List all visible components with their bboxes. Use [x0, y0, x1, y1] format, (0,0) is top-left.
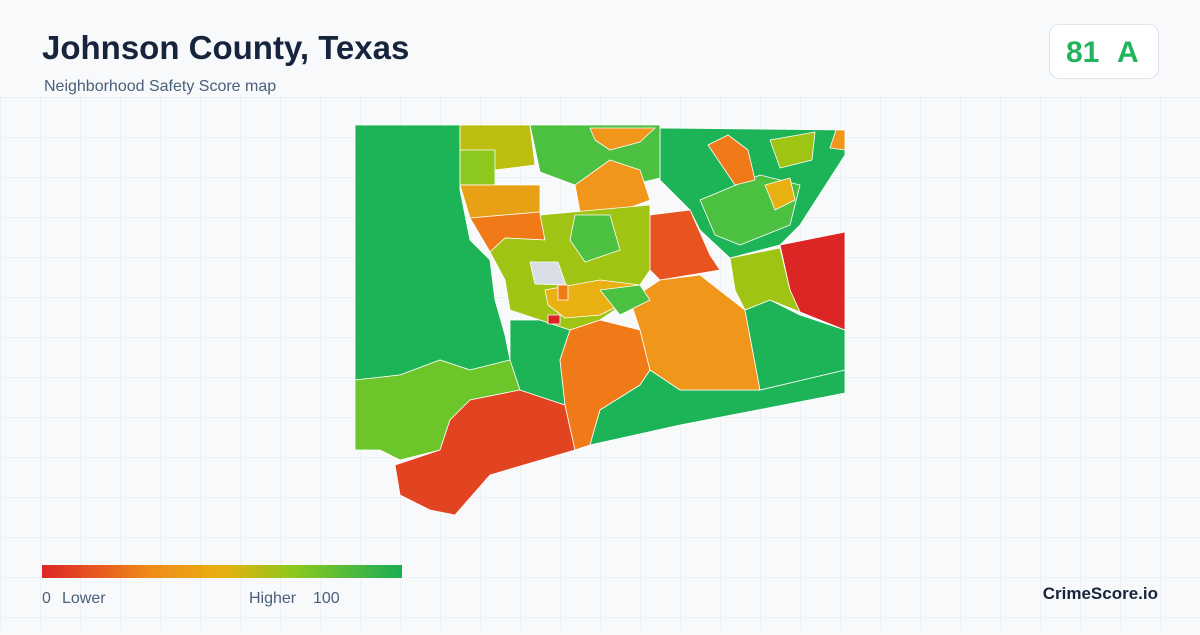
region: [569, 214, 621, 263]
region: [557, 284, 569, 301]
region: [829, 129, 846, 151]
legend-min: 0: [42, 590, 51, 607]
title: Johnson County, Texas: [42, 29, 409, 66]
region: [764, 177, 796, 211]
region: [707, 134, 756, 186]
region: [394, 389, 576, 516]
region: [769, 131, 816, 169]
brand: CrimeScore.io: [1043, 584, 1158, 603]
score-badge: [1049, 24, 1159, 79]
subtitle: Neighborhood Safety Score map: [44, 78, 276, 95]
legend-scale: [42, 565, 402, 578]
region: [589, 127, 656, 151]
score-grade: A: [1117, 36, 1139, 69]
legend-max: 100: [313, 590, 340, 607]
region: [599, 284, 651, 316]
legend-max-label: Higher: [249, 590, 297, 607]
score-value: 81: [1066, 36, 1099, 69]
legend-min-label: Lower: [62, 590, 106, 607]
region: [547, 314, 561, 325]
map: [354, 124, 846, 516]
region: [459, 149, 496, 186]
region: [729, 247, 801, 313]
